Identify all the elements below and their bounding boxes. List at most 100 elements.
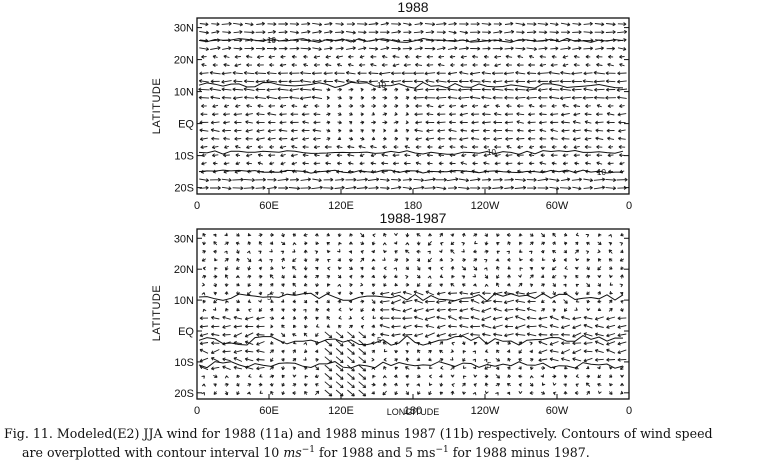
wind-vector	[335, 177, 345, 182]
wind-vector	[225, 300, 229, 304]
wind-vector	[505, 153, 513, 158]
wind-vector	[609, 282, 614, 286]
wind-vector	[516, 136, 525, 141]
wind-vector	[448, 333, 457, 338]
wind-vector	[335, 356, 344, 364]
wind-vector	[552, 257, 557, 263]
wind-vector	[552, 300, 557, 304]
wind-vector	[481, 95, 492, 100]
wind-vector	[394, 391, 399, 396]
wind-vector	[584, 120, 592, 125]
wind-vector	[394, 282, 398, 287]
wind-vector	[256, 316, 265, 321]
wind-vector	[583, 87, 593, 92]
wind-vector	[235, 161, 241, 166]
wind-vector	[270, 324, 274, 329]
wind-vector	[551, 104, 557, 108]
wind-vector	[393, 120, 399, 125]
wind-vector	[594, 340, 604, 346]
wind-vector	[326, 120, 331, 125]
wind-vector	[359, 54, 365, 59]
wind-vector	[338, 241, 342, 246]
wind-vector	[575, 374, 580, 378]
wind-vector	[559, 79, 571, 84]
wind-vector	[279, 120, 287, 125]
wind-vector	[347, 339, 355, 347]
wind-vector	[201, 375, 205, 379]
wind-vector	[473, 383, 477, 387]
wind-vector	[245, 54, 253, 59]
contour-label: 10	[267, 36, 276, 45]
wind-vector	[596, 153, 603, 158]
wind-vector	[198, 79, 209, 83]
wind-vector	[313, 55, 321, 59]
wind-vector	[370, 144, 377, 149]
wind-vector	[314, 349, 319, 354]
wind-vector	[447, 71, 457, 76]
wind-vector	[291, 54, 297, 59]
wind-vector	[450, 233, 455, 237]
wind-vector	[538, 30, 548, 35]
wind-vector	[303, 299, 308, 304]
wind-vector	[519, 267, 523, 271]
wind-vector	[279, 112, 287, 117]
wind-vector	[583, 315, 593, 320]
wind-vector	[201, 274, 207, 279]
wind-vector	[256, 357, 265, 362]
wind-vector	[394, 358, 398, 362]
wind-vector	[527, 120, 536, 125]
wind-vector	[573, 62, 580, 67]
wind-vector	[440, 242, 444, 246]
wind-vector	[303, 274, 308, 279]
wind-vector	[472, 274, 477, 278]
wind-vector	[266, 71, 277, 75]
wind-vector	[232, 87, 244, 92]
wind-vector	[334, 185, 345, 190]
wind-vector	[462, 258, 466, 263]
wind-vector	[461, 242, 465, 246]
wind-vector	[236, 282, 240, 287]
wind-vector	[427, 257, 433, 263]
wind-vector	[292, 274, 297, 278]
wind-vector	[415, 137, 422, 141]
wind-vector	[338, 324, 342, 329]
wind-vector	[246, 63, 253, 67]
wind-vector	[299, 78, 312, 83]
wind-vector	[438, 54, 445, 59]
wind-vector	[280, 250, 285, 254]
wind-vector	[348, 241, 353, 245]
wind-vector	[608, 145, 614, 149]
wind-vector	[380, 21, 390, 26]
wind-vector	[618, 120, 626, 125]
wind-vector	[586, 274, 591, 279]
wind-vector	[201, 282, 206, 287]
wind-vector	[212, 153, 219, 158]
wind-vector	[281, 324, 285, 329]
wind-vector	[211, 136, 220, 141]
wind-vector	[608, 391, 613, 395]
wind-vector	[484, 233, 488, 237]
wind-vector	[314, 250, 319, 254]
wind-vector	[348, 315, 353, 320]
wind-vector	[371, 291, 376, 296]
wind-vector	[608, 299, 613, 304]
wind-vector	[405, 383, 410, 388]
wind-vector	[270, 266, 274, 270]
wind-vector	[266, 46, 277, 51]
wind-vector	[202, 241, 207, 246]
wind-vector	[303, 266, 308, 271]
wind-vector	[605, 186, 617, 191]
wind-vector	[594, 30, 605, 35]
wind-vector	[483, 153, 489, 158]
wind-vector	[280, 316, 285, 320]
wind-vector	[425, 87, 435, 92]
wind-vector	[380, 178, 390, 183]
wind-vector	[236, 374, 241, 379]
wind-vector	[394, 349, 399, 354]
wind-vector	[212, 161, 218, 166]
wind-vector	[574, 249, 580, 254]
wind-vector	[572, 120, 581, 125]
wind-vector	[405, 96, 410, 100]
wind-vector	[436, 30, 446, 35]
wind-vector	[426, 54, 434, 59]
